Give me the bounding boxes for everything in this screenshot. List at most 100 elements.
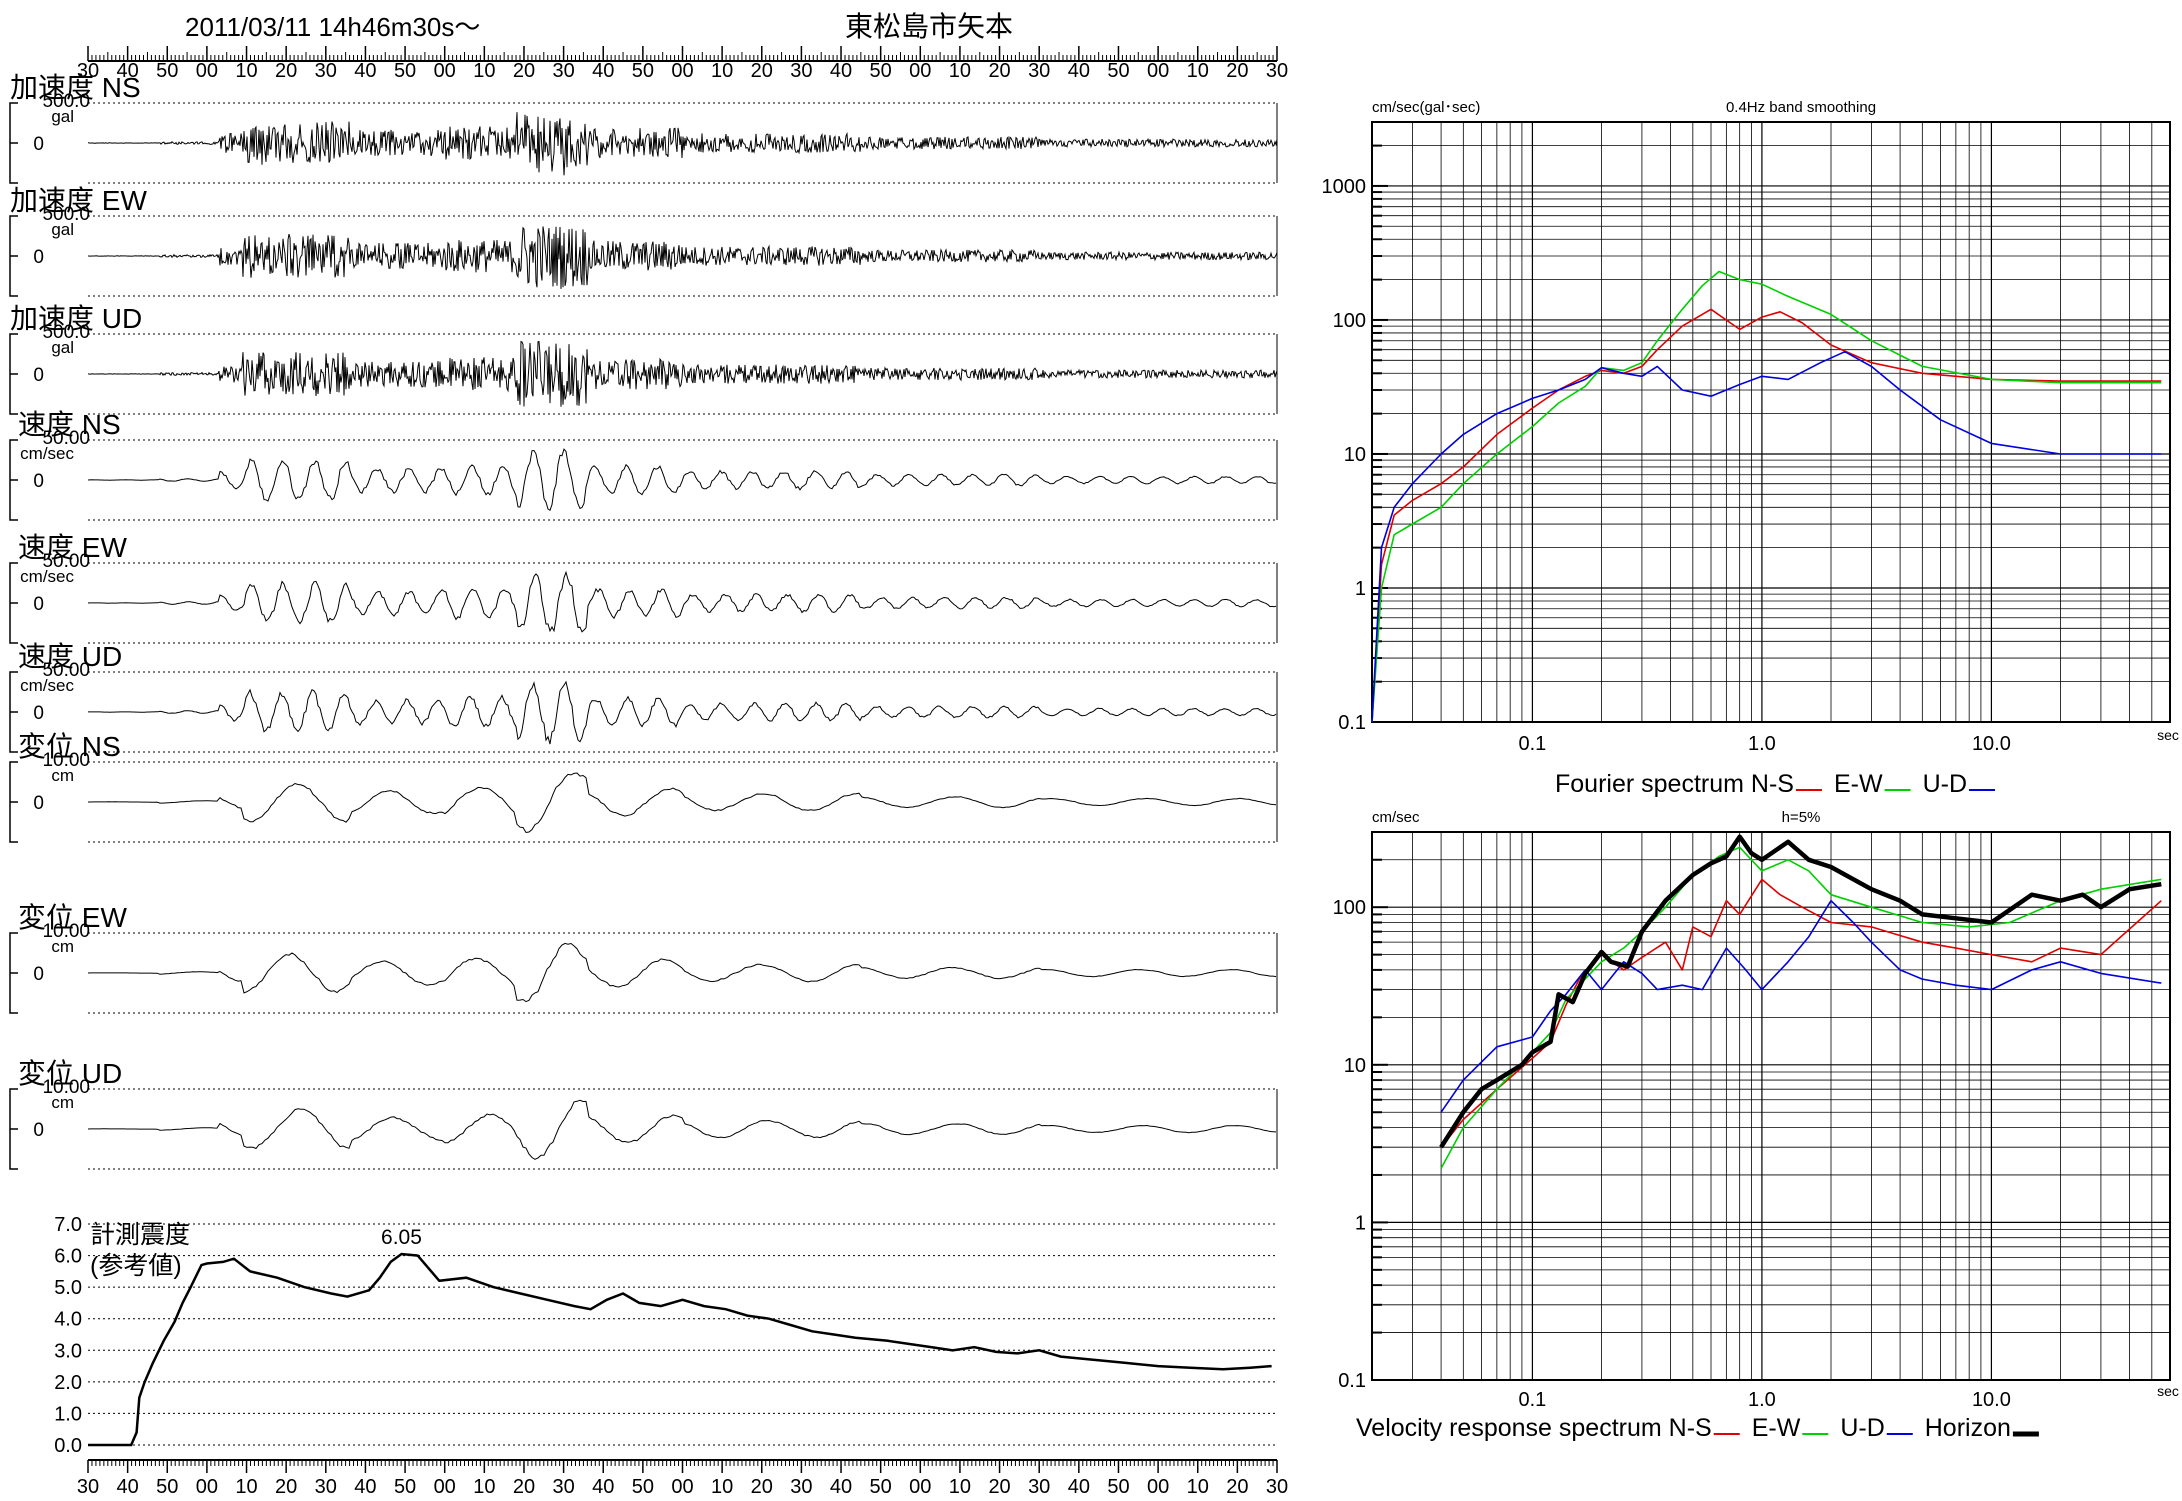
waveform-label: 速度 EW — [18, 532, 127, 563]
intensity-x-tick-label: 50 — [1107, 1476, 1129, 1498]
waveform-unit: gal — [51, 107, 74, 126]
waveform-scale: 50.00 — [42, 660, 90, 681]
top-axis-tick-label: 40 — [117, 60, 139, 82]
spectrum-x-tick-label: 0.1 — [1519, 733, 1547, 755]
top-axis-tick-label: 50 — [632, 60, 654, 82]
waveform-unit: cm — [51, 937, 74, 956]
top-axis-tick-label: 30 — [790, 60, 812, 82]
waveform-trace — [87, 340, 1278, 407]
intensity-tick-label: 7.0 — [54, 1214, 82, 1236]
waveform-zero: 0 — [33, 471, 44, 492]
waveform-zero: 0 — [33, 365, 44, 386]
record-datetime: 2011/03/11 14h46m30s～ — [185, 12, 480, 42]
intensity-x-tick-label: 00 — [1147, 1476, 1169, 1498]
waveform-unit: cm/sec — [20, 444, 74, 463]
waveform-trace — [87, 1099, 1277, 1160]
top-axis-tick-label: 50 — [394, 60, 416, 82]
intensity-x-tick-label: 30 — [1028, 1476, 1050, 1498]
intensity-x-tick-label: 50 — [870, 1476, 892, 1498]
top-axis-tick-label: 00 — [1147, 60, 1169, 82]
intensity-title: 計測震度 — [90, 1221, 190, 1249]
waveform-zero: 0 — [33, 134, 44, 155]
spectrum-series-line — [1371, 350, 2162, 723]
seismic-intensity-panel: 7.0 6.0 5.0 4.0 3.0 2.0 1.0 0.0 30 40 50 00 10 20 30 40… — [54, 1214, 1288, 1498]
spectrum-legend-label: U-D — [1923, 770, 1967, 798]
waveform-zero: 0 — [33, 594, 44, 615]
top-axis-tick-label: 00 — [196, 60, 218, 82]
waveform-unit: cm — [51, 766, 74, 785]
top-axis-tick-label: 20 — [1226, 60, 1248, 82]
intensity-x-tick-label: 50 — [156, 1476, 178, 1498]
spectrum-caption: Velocity response spectrum N-S — [1356, 1414, 1712, 1442]
waveform-unit: cm/sec — [20, 676, 74, 695]
waveform-label: 変位 EW — [18, 902, 127, 933]
spectrum-legend-label: Horizon — [1925, 1414, 2011, 1442]
waveform-unit: gal — [51, 338, 74, 357]
top-axis-tick-label: 40 — [830, 60, 852, 82]
top-axis-tick-label: 50 — [1107, 60, 1129, 82]
waveform-scale: 10.00 — [42, 1077, 90, 1098]
intensity-tick-label: 4.0 — [54, 1309, 82, 1331]
spectrum-x-tick-label: 10.0 — [1972, 733, 2011, 755]
intensity-x-tick-label: 20 — [513, 1476, 535, 1498]
top-axis-tick-label: 40 — [592, 60, 614, 82]
top-axis-tick-label: 30 — [552, 60, 574, 82]
waveform-scale: 500.0 — [42, 204, 90, 225]
top-axis-tick-label: 10 — [473, 60, 495, 82]
waveform-trace — [87, 570, 1277, 633]
waveform-scale: 10.00 — [42, 921, 90, 942]
top-axis-tick-label: 30 — [1266, 60, 1288, 82]
waveform-trace — [87, 448, 1277, 512]
top-axis-tick-label: 10 — [235, 60, 257, 82]
spectrum-y-tick-label: 1 — [1355, 1212, 1366, 1234]
intensity-x-tick-label: 40 — [354, 1476, 376, 1498]
top-axis-tick-label: 40 — [354, 60, 376, 82]
spectrum-series-line — [1440, 878, 2162, 1148]
spectrum-series-line — [1371, 308, 2162, 723]
spectrum-y-tick-label: 0.1 — [1338, 712, 1366, 734]
spectrum-legend-label: E-W — [1834, 770, 1883, 798]
top-axis-tick-label: 30 — [1028, 60, 1050, 82]
top-axis-tick-label: 20 — [275, 60, 297, 82]
intensity-x-tick-label: 40 — [592, 1476, 614, 1498]
spectrum-series-line — [1440, 899, 2162, 1113]
waveform-trace — [88, 226, 1278, 289]
waveform-zero: 0 — [33, 1120, 44, 1141]
intensity-tick-label: 2.0 — [54, 1372, 82, 1394]
spectrum-x-tick-label: 0.1 — [1519, 1389, 1547, 1411]
top-axis-tick-label: 00 — [434, 60, 456, 82]
spectrum-y-tick-label: 10 — [1344, 444, 1366, 466]
top-axis-tick-label: 50 — [870, 60, 892, 82]
waveform-zero: 0 — [33, 247, 44, 268]
intensity-x-tick-label: 10 — [473, 1476, 495, 1498]
spectrum-y-tick-label: 0.1 — [1338, 1370, 1366, 1392]
spectrum-x-tick-label: 1.0 — [1748, 733, 1776, 755]
waveform-label: 加速度 NS — [10, 72, 141, 103]
spectrum-frame — [1371, 831, 2171, 1381]
waveform-unit: cm — [51, 1093, 74, 1112]
intensity-x-tick-label: 40 — [117, 1476, 139, 1498]
intensity-x-tick-label: 30 — [1266, 1476, 1288, 1498]
intensity-tick-label: 1.0 — [54, 1403, 82, 1425]
velocity-response-panel: 100 10 1 0.1 0.1 1.0 10.0 sec cm/sec h=5% Velocity… — [1333, 809, 2179, 1442]
top-axis-tick-label: 40 — [1068, 60, 1090, 82]
intensity-x-tick-label: 00 — [909, 1476, 931, 1498]
waveform-scale: 50.00 — [42, 428, 90, 449]
intensity-x-tick-label: 00 — [671, 1476, 693, 1498]
top-axis-tick-label: 30 — [315, 60, 337, 82]
top-axis-tick-label: 10 — [949, 60, 971, 82]
spectrum-x-tick-label: 10.0 — [1972, 1389, 2011, 1411]
spectrum-y-tick-label: 100 — [1333, 310, 1366, 332]
spectrum-series-line — [1440, 846, 2162, 1169]
waveform-label: 速度 NS — [18, 409, 121, 440]
waveform-unit: cm/sec — [20, 567, 74, 586]
intensity-x-tick-label: 00 — [434, 1476, 456, 1498]
